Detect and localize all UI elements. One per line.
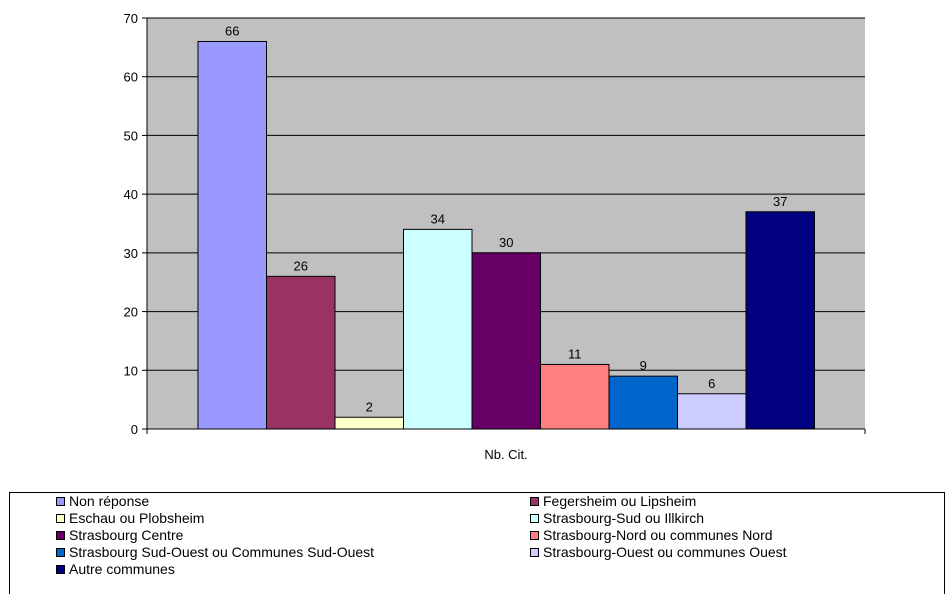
bar — [334, 416, 404, 430]
legend-label: Strasbourg-Nord ou communes Nord — [543, 527, 773, 543]
legend-item: Strasbourg Sud-Ouest ou Communes Sud-Oue… — [56, 544, 374, 560]
legend-label: Autre communes — [69, 561, 175, 577]
bar — [677, 393, 747, 430]
legend-swatch — [56, 565, 65, 574]
bar — [266, 275, 336, 430]
legend-label: Strasbourg Sud-Ouest ou Communes Sud-Oue… — [69, 544, 375, 560]
bar-value-label: 34 — [431, 211, 445, 226]
legend-swatch — [530, 514, 539, 523]
y-tick-label: 40 — [124, 187, 138, 202]
bar-value-label: 2 — [366, 399, 373, 414]
legend-item: Strasbourg-Nord ou communes Nord — [530, 527, 773, 543]
legend-swatch — [56, 531, 65, 540]
bar-value-label: 66 — [225, 23, 239, 38]
legend-item: Fegersheim ou Lipsheim — [530, 493, 696, 509]
legend-item: Strasbourg-Ouest ou communes Ouest — [530, 544, 787, 560]
legend-label: Eschau ou Plobsheim — [69, 510, 205, 526]
legend-swatch — [56, 548, 65, 557]
bar — [540, 363, 610, 430]
legend-swatch — [56, 514, 65, 523]
y-tick-label: 30 — [124, 246, 138, 261]
bar-value-label: 30 — [499, 235, 513, 250]
bar-value-label: 37 — [773, 194, 787, 209]
legend-item: Strasbourg-Sud ou Illkirch — [530, 510, 704, 526]
bar-value-label: 11 — [568, 346, 582, 361]
legend-item: Strasbourg Centre — [56, 527, 183, 543]
x-axis-label: Nb. Cit. — [484, 447, 527, 462]
y-tick-label: 50 — [124, 128, 138, 143]
legend-swatch — [530, 548, 539, 557]
legend-swatch — [56, 497, 65, 506]
legend-label: Strasbourg Centre — [69, 527, 184, 543]
bar-chart: 66 26 2 34 30 11 9 6 37 0 10 20 30 40 50 60 70 Nb. Cit. — [124, 11, 866, 462]
bar-value-label: 6 — [708, 376, 715, 391]
legend-label: Strasbourg-Sud ou Illkirch — [543, 510, 705, 526]
legend-swatch — [530, 497, 539, 506]
bar — [745, 211, 815, 430]
legend-swatch — [530, 531, 539, 540]
bar — [403, 228, 473, 430]
y-tick-label: 70 — [124, 11, 138, 26]
bar-value-label: 9 — [640, 358, 647, 373]
y-tick-label: 0 — [131, 422, 138, 437]
axes: 0 10 20 30 40 50 60 70 — [124, 11, 866, 437]
y-tick-label: 60 — [124, 70, 138, 85]
bars: 66 26 2 34 30 11 9 6 37 — [197, 23, 815, 430]
legend-label: Non réponse — [69, 493, 150, 509]
bar — [471, 252, 541, 430]
bar — [608, 375, 678, 430]
legend-item: Eschau ou Plobsheim — [56, 510, 204, 526]
legend-item: Autre communes — [56, 561, 175, 577]
legend: Non réponse Fegersheim ou Lipsheim Eschau … — [9, 492, 945, 594]
bar — [197, 40, 267, 430]
y-tick-label: 20 — [124, 305, 138, 320]
legend-label: Strasbourg-Ouest ou communes Ouest — [543, 544, 787, 560]
bar-value-label: 26 — [294, 258, 308, 273]
legend-item: Non réponse — [56, 493, 149, 509]
legend-label: Fegersheim ou Lipsheim — [543, 493, 697, 509]
y-tick-label: 10 — [124, 363, 138, 378]
